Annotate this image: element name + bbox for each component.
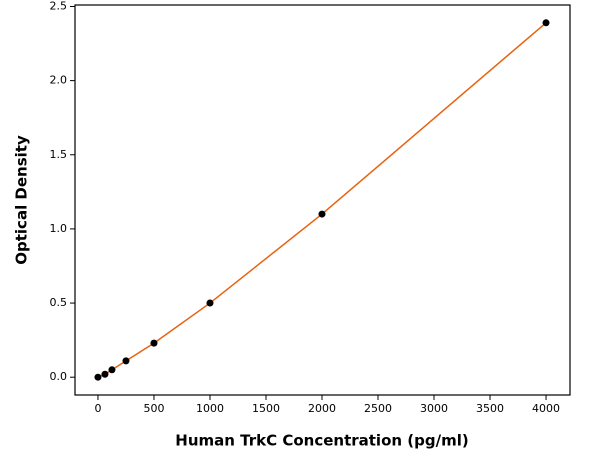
data-point [542,19,550,27]
y-tick-label: 0.0 [50,370,68,383]
x-tick-label: 3500 [476,402,504,415]
x-tick-label: 3000 [420,402,448,415]
x-tick-label: 0 [94,402,101,415]
fit-line [97,22,547,378]
data-point [206,299,214,307]
x-tick-label: 4000 [532,402,560,415]
x-tick-label: 1500 [252,402,280,415]
data-point [108,366,116,374]
x-tick-label: 2500 [364,402,392,415]
x-tick-label: 1000 [196,402,224,415]
x-tick-label: 2000 [308,402,336,415]
y-tick-label: 1.5 [50,148,68,161]
plot-frame [74,4,571,396]
y-tick-label: 2.0 [50,74,68,87]
y-tick-label: 2.5 [50,0,68,12]
data-point [318,210,326,218]
data-point [122,357,130,365]
data-point [150,339,158,347]
data-point [101,370,109,378]
y-tick-label: 1.0 [50,222,68,235]
y-tick-label: 0.5 [50,296,68,309]
x-tick-label: 500 [143,402,164,415]
x-axis-label: Human TrkC Concentration (pg/ml) [175,432,468,450]
y-axis-label: Optical Density [13,135,31,265]
data-point [94,373,102,381]
